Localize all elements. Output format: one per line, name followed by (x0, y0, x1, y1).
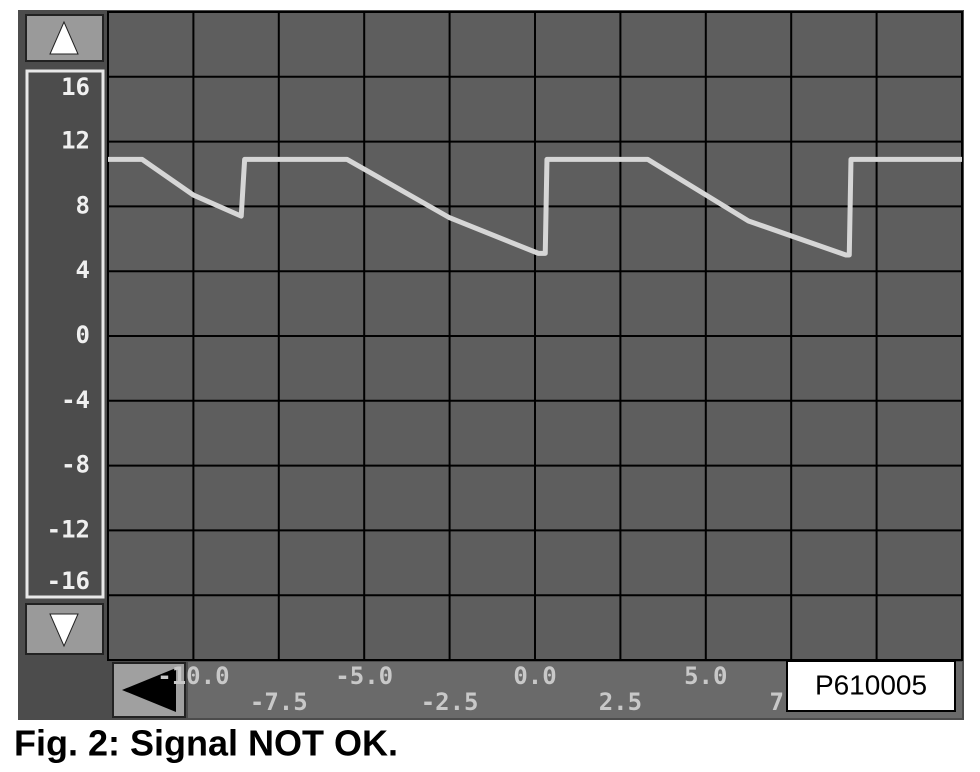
x-tick-label: 5.0 (684, 662, 727, 690)
y-tick-label: 0 (76, 321, 90, 349)
plot: 16 12 8 4 0 -4 -8 -12 -16 -10.0 -7.5 -5.0 -2.5 0.0 2.5… (47, 11, 963, 716)
signal-line (108, 156, 962, 258)
y-tick-label: 8 (76, 191, 90, 219)
caption: Fig. 2: Signal NOT OK. (14, 723, 398, 764)
plot-border (107, 11, 963, 661)
annotation: P610005 (815, 669, 927, 700)
y-tick-label: -16 (47, 567, 90, 595)
x-tick-label: -7.5 (250, 688, 308, 716)
y-tick-label: 12 (61, 127, 90, 155)
x-tick-label: 2.5 (599, 688, 642, 716)
x-tick-label: -5.0 (335, 662, 393, 690)
y-tick-label: -8 (61, 451, 90, 479)
x-tick-label: 0.0 (513, 662, 556, 690)
y-tick-label: 4 (76, 256, 90, 284)
left-button[interactable] (112, 662, 186, 718)
x-tick-label: -10.0 (157, 662, 229, 690)
up-button[interactable] (25, 14, 104, 62)
scale-box (25, 69, 105, 599)
annotation-box (786, 660, 956, 712)
x-tick-label: -2.5 (421, 688, 479, 716)
y-tick-label: -4 (61, 386, 90, 414)
left-arrow (122, 668, 176, 712)
y-tick-label: 16 (61, 73, 90, 101)
y-tick-label: -12 (47, 515, 90, 543)
down-button[interactable] (25, 603, 104, 655)
down-arrow (49, 613, 79, 648)
up-arrow (49, 20, 79, 55)
